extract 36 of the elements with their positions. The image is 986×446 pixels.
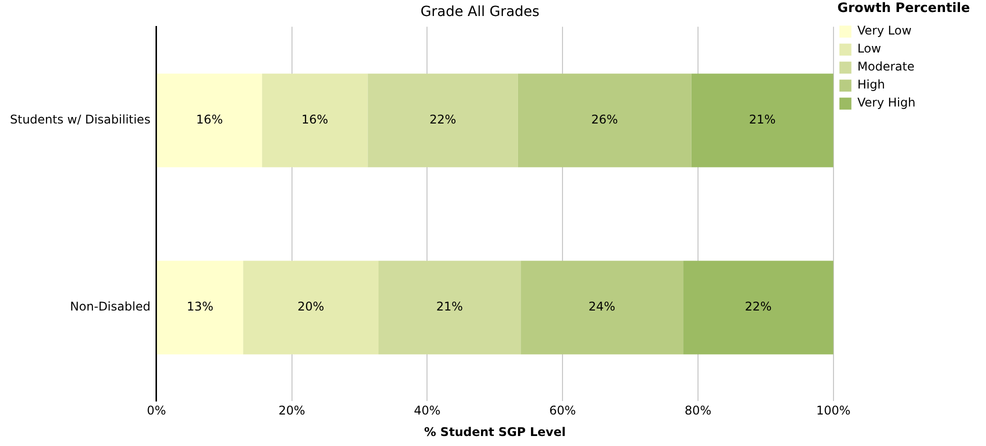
x-tick-label: 0% [146,404,166,418]
x-tick-label: 60% [549,404,576,418]
bar [518,74,692,168]
data-label: 22% [429,112,456,127]
data-label: 16% [196,112,223,127]
bar [156,74,262,168]
bar [368,74,518,168]
x-tick-label: 40% [414,404,441,418]
bar [691,74,834,168]
x-tick-label: 100% [816,404,851,418]
bar [520,260,684,354]
legend-label: High [857,78,916,92]
legend-label: Low [857,42,912,56]
legend-label: Moderate [857,60,945,74]
data-label: 16% [302,112,328,127]
data-label: 21% [748,112,776,127]
x-tick-label: 80% [684,404,712,418]
bar [683,260,834,354]
legend-label: Very Low [857,24,942,38]
chart-title: Grade All Grades [420,4,540,20]
data-label: 22% [744,300,772,314]
data-label: 20% [297,300,324,314]
data-label: 21% [436,300,463,314]
data-label: 26% [591,112,618,127]
y-tick-label: Non-Disabled [70,300,150,314]
data-label: 13% [186,300,214,314]
bar [378,260,521,354]
bar [262,74,368,168]
legend-label: Very High [857,96,946,110]
data-label: 24% [588,300,616,314]
x-axis-title: % Student SGP Level [424,424,566,439]
y-tick-label: Students w/ Disabilities [10,112,150,127]
bar [156,260,244,354]
legend-title: Growth Percentile [837,0,970,16]
x-tick-label: 20% [278,404,306,418]
bar [243,260,378,354]
